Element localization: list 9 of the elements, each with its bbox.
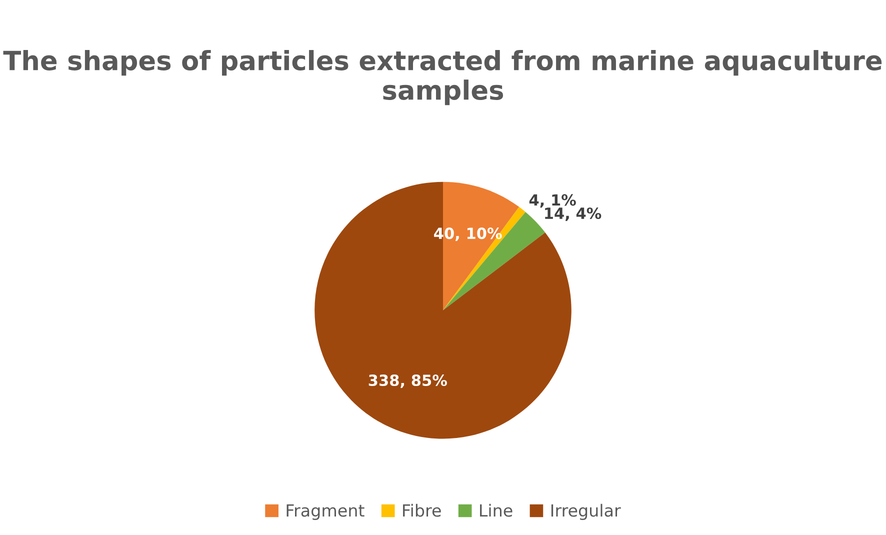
data-label: 338, 85% <box>368 374 447 388</box>
data-label: 40, 10% <box>434 228 502 242</box>
data-label: 4, 1% <box>529 194 576 208</box>
legend-label: Fragment <box>286 504 364 520</box>
legend-label: Line <box>480 504 512 517</box>
data-label: 14, 4% <box>545 207 602 221</box>
legend-label: Irregular <box>551 504 621 520</box>
chart-title: The shapes of particles extracted from marine aquaculture samples <box>3 50 882 106</box>
legend-label: Fibre <box>403 504 441 517</box>
